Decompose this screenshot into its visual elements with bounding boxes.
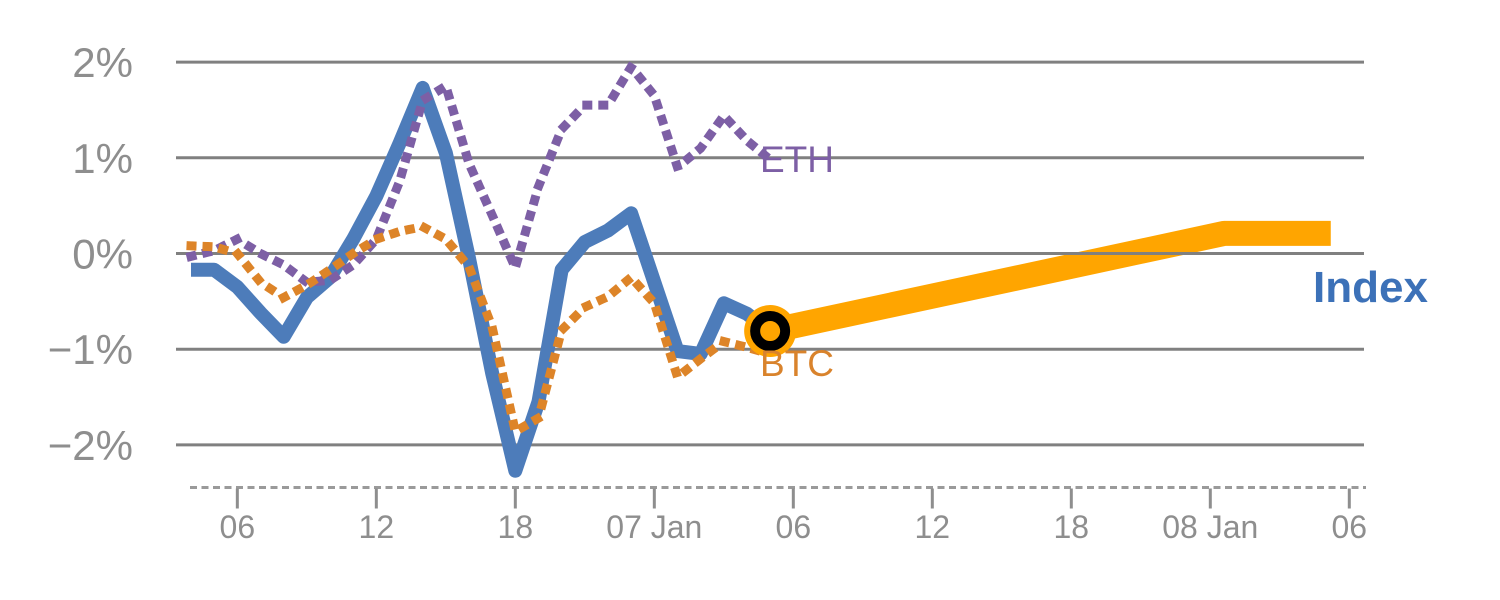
index-series-label: Index [1313,263,1428,312]
btc-line [186,222,776,437]
index-forecast-band [767,220,1331,344]
eth-line [185,62,777,287]
eth-series-label: ETH [760,139,834,180]
y-tick-label: −2% [48,422,133,469]
x-tick-label: 07 Jan [606,509,702,545]
x-tick-label: 06 [776,509,812,545]
x-tick-label: 12 [915,509,951,545]
x-tick-label: 12 [359,509,395,545]
x-tick-label: 18 [498,509,534,545]
btc-series-label: BTC [760,343,834,384]
forecast-start-marker [750,311,791,352]
y-tick-label: 0% [72,231,133,278]
x-tick-label: 06 [220,509,256,545]
x-tick-label: 18 [1054,509,1090,545]
index-line [191,80,775,478]
x-tick-label: 08 Jan [1162,509,1258,545]
x-tick-label: 06 [1332,509,1368,545]
y-tick-label: −1% [48,326,133,373]
y-tick-label: 2% [72,39,133,86]
y-tick-label: 1% [72,135,133,182]
